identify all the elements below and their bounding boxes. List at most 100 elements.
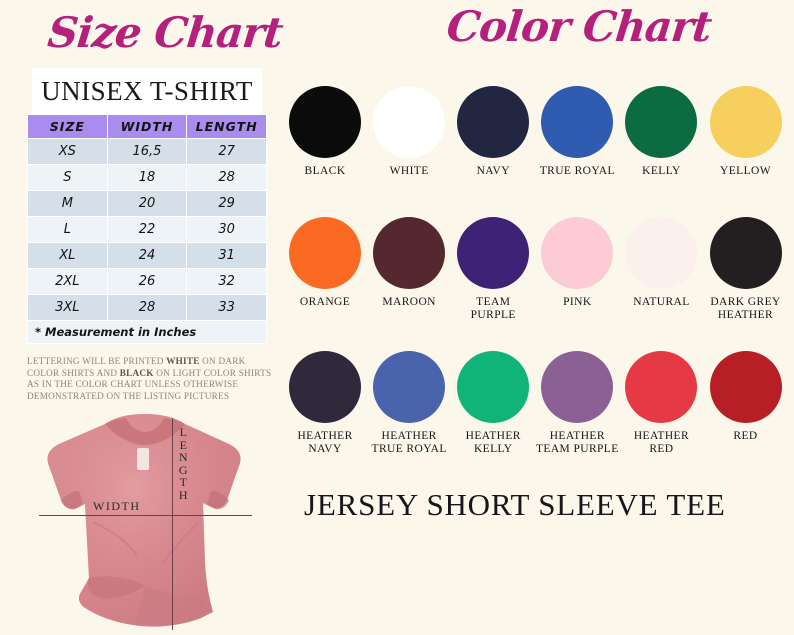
swatch-yellow[interactable]: YELLOW xyxy=(703,86,787,217)
table-cell-width: 16,5 xyxy=(106,138,188,165)
swatch-dot[interactable] xyxy=(289,351,362,423)
swatch-label: NAVY xyxy=(476,165,510,177)
swatch-white[interactable]: WHITE xyxy=(367,86,451,217)
swatch-heather-red[interactable]: HEATHER RED xyxy=(619,351,703,481)
table-cell-length: 30 xyxy=(186,216,267,243)
swatch-dot[interactable] xyxy=(289,86,362,158)
width-measure-label: WIDTH xyxy=(93,499,141,513)
swatch-orange[interactable]: ORANGE xyxy=(283,217,367,351)
swatch-row: BLACK WHITE NAVY TRUE ROYAL KELLY YELLOW xyxy=(283,86,788,217)
swatch-row: ORANGE MAROON TEAM PURPLE PINK NATURAL DARK G… xyxy=(283,217,788,351)
column-header-size: SIZE xyxy=(27,114,108,139)
swatch-heather-navy[interactable]: HEATHER NAVY xyxy=(283,351,367,481)
unisex-tshirt-heading: UNISEX T-SHIRT xyxy=(41,76,253,106)
swatch-label: TEAM PURPLE xyxy=(470,296,516,321)
table-cell-width: 18 xyxy=(106,164,188,191)
swatch-label: BLACK xyxy=(304,165,346,177)
swatch-dot[interactable] xyxy=(457,217,530,289)
table-row: 3XL 28 33 xyxy=(27,294,267,321)
size-chart-title: Size Chart xyxy=(45,8,285,57)
swatch-heather-kelly[interactable]: HEATHER KELLY xyxy=(451,351,535,481)
table-cell-size: XL xyxy=(27,242,108,269)
length-measure-label: L E N G T H xyxy=(178,425,190,502)
table-cell-length: 32 xyxy=(186,268,267,295)
swatch-label: YELLOW xyxy=(720,165,771,177)
measurement-note-row: * Measurement in Inches xyxy=(27,320,267,344)
swatch-label: HEATHER KELLY xyxy=(465,430,521,455)
table-cell-size: L xyxy=(27,216,108,243)
swatch-dot[interactable] xyxy=(625,351,698,423)
swatch-label: HEATHER TEAM PURPLE xyxy=(535,430,619,455)
swatch-dot[interactable] xyxy=(625,86,698,158)
swatch-kelly[interactable]: KELLY xyxy=(619,86,703,217)
swatch-dot[interactable] xyxy=(709,351,782,423)
swatch-label: DARK GREY HEATHER xyxy=(710,296,781,321)
table-cell-width: 22 xyxy=(106,216,188,243)
table-row: 2XL 26 32 xyxy=(27,268,267,295)
table-cell-size: S xyxy=(27,164,108,191)
swatch-dot[interactable] xyxy=(373,217,446,289)
table-cell-length: 28 xyxy=(186,164,267,191)
swatch-dot[interactable] xyxy=(541,217,614,289)
printing-disclaimer: LETTERING WILL BE PRINTED WHITE ON DARK … xyxy=(27,356,279,402)
table-cell-length: 29 xyxy=(186,190,267,217)
column-header-width: WIDTH xyxy=(106,114,188,139)
swatch-true-royal[interactable]: TRUE ROYAL xyxy=(535,86,619,217)
color-swatch-grid: BLACK WHITE NAVY TRUE ROYAL KELLY YELLOW ORANG… xyxy=(283,86,788,481)
swatch-red[interactable]: RED xyxy=(703,351,787,481)
length-measure-line xyxy=(172,418,173,630)
swatch-dot[interactable] xyxy=(541,86,614,158)
swatch-dot[interactable] xyxy=(541,351,614,423)
swatch-label: KELLY xyxy=(642,165,681,177)
table-cell-width: 26 xyxy=(106,268,188,295)
swatch-dot[interactable] xyxy=(457,86,530,158)
table-row: M 20 29 xyxy=(27,190,267,217)
swatch-natural[interactable]: NATURAL xyxy=(619,217,703,351)
table-cell-size: 2XL xyxy=(27,268,108,295)
swatch-pink[interactable]: PINK xyxy=(535,217,619,351)
table-cell-length: 31 xyxy=(186,242,267,269)
swatch-label: PINK xyxy=(563,296,592,308)
swatch-maroon[interactable]: MAROON xyxy=(367,217,451,351)
swatch-navy[interactable]: NAVY xyxy=(451,86,535,217)
table-cell-size: 3XL xyxy=(27,294,108,321)
table-row: XL 24 31 xyxy=(27,242,267,269)
swatch-dot[interactable] xyxy=(625,217,698,289)
swatch-label: NATURAL xyxy=(633,296,690,308)
table-row: L 22 30 xyxy=(27,216,267,243)
swatch-label: RED xyxy=(733,430,758,442)
swatch-label: MAROON xyxy=(382,296,436,308)
table-cell-width: 20 xyxy=(106,190,188,217)
swatch-team-purple[interactable]: TEAM PURPLE xyxy=(451,217,535,351)
tshirt-illustration xyxy=(47,414,241,627)
swatch-dot[interactable] xyxy=(709,217,782,289)
table-row: S 18 28 xyxy=(27,164,267,191)
swatch-heather-team-purple[interactable]: HEATHER TEAM PURPLE xyxy=(535,351,619,481)
swatch-dot[interactable] xyxy=(373,86,446,158)
swatch-label: ORANGE xyxy=(299,296,351,308)
table-cell-size: M xyxy=(27,190,108,217)
swatch-dot[interactable] xyxy=(373,351,446,423)
table-cell-length: 33 xyxy=(186,294,267,321)
column-header-length: LENGTH xyxy=(186,114,267,139)
size-table: SIZE WIDTH LENGTH XS 16,5 27 S 18 28 M 20 29 L 22 3… xyxy=(27,114,267,344)
swatch-dot[interactable] xyxy=(289,217,362,289)
table-cell-width: 28 xyxy=(106,294,188,321)
swatch-label: HEATHER NAVY xyxy=(297,430,353,455)
disclaimer-bold-black: BLACK xyxy=(119,367,154,378)
disclaimer-bold-white: WHITE xyxy=(166,356,200,366)
swatch-dot[interactable] xyxy=(457,351,530,423)
swatch-black[interactable]: BLACK xyxy=(283,86,367,217)
swatch-dot[interactable] xyxy=(709,86,782,158)
swatch-label: TRUE ROYAL xyxy=(539,165,615,177)
table-header-row: SIZE WIDTH LENGTH xyxy=(27,114,267,139)
color-chart-title: Color Chart xyxy=(444,2,714,51)
table-cell-width: 24 xyxy=(106,242,188,269)
product-type-title: JERSEY SHORT SLEEVE TEE xyxy=(304,487,726,522)
swatch-row: HEATHER NAVY HEATHER TRUE ROYAL HEATHER KE… xyxy=(283,351,788,481)
swatch-dark-grey-heather[interactable]: DARK GREY HEATHER xyxy=(703,217,787,351)
table-cell-length: 27 xyxy=(186,138,267,165)
swatch-heather-true-royal[interactable]: HEATHER TRUE ROYAL xyxy=(367,351,451,481)
width-measure-line xyxy=(39,515,252,516)
